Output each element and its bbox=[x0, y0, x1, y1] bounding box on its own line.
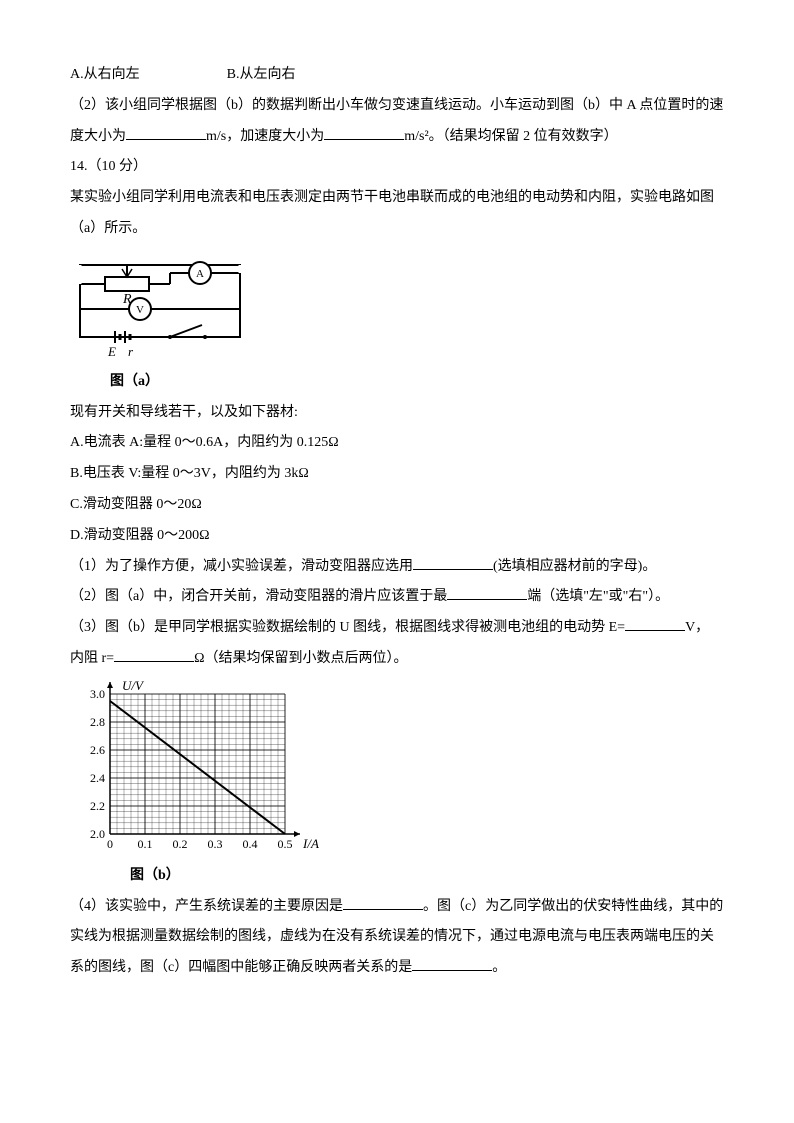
svg-text:2.2: 2.2 bbox=[90, 799, 105, 813]
equip-c: C.滑动变阻器 0～20Ω bbox=[70, 490, 724, 521]
svg-text:0: 0 bbox=[107, 837, 113, 851]
svg-text:r: r bbox=[128, 344, 134, 359]
svg-text:A: A bbox=[196, 268, 204, 280]
svg-text:0.2: 0.2 bbox=[173, 837, 188, 851]
svg-text:3.0: 3.0 bbox=[90, 687, 105, 701]
blank-correct bbox=[412, 956, 492, 971]
text: 内阻 r= bbox=[70, 651, 114, 666]
text: （4）该实验中，产生系统误差的主要原因是 bbox=[70, 899, 343, 914]
graph-label: 图（b） bbox=[130, 861, 724, 892]
svg-text:I/A: I/A bbox=[302, 836, 319, 851]
blank-rheostat bbox=[413, 555, 493, 570]
q14-line2: （a）所示。 bbox=[70, 214, 724, 245]
text: Ω（结果均保留到小数点后两位）。 bbox=[194, 651, 407, 666]
text: （1）为了操作方便，减小实验误差，滑动变阻器应选用 bbox=[70, 559, 413, 574]
sub-q3: （3）图（b）是甲同学根据实验数据绘制的 U 图线，根据图线求得被测电池组的电动… bbox=[70, 613, 724, 644]
sub-q1: （1）为了操作方便，减小实验误差，滑动变阻器应选用 (选填相应器材前的字母)。 bbox=[70, 552, 724, 583]
sub-q3b: 内阻 r= Ω（结果均保留到小数点后两位）。 bbox=[70, 644, 724, 675]
sub-q4a: （4）该实验中，产生系统误差的主要原因是 。图（c）为乙同学做出的伏安特性曲线，其… bbox=[70, 892, 724, 923]
text: 系的图线，图（c）四幅图中能够正确反映两者关系的是 bbox=[70, 960, 412, 975]
text: 度大小为 bbox=[70, 129, 126, 144]
svg-text:0.1: 0.1 bbox=[138, 837, 153, 851]
text: （2）图（a）中，闭合开关前，滑动变阻器的滑片应该置于最 bbox=[70, 589, 447, 604]
text: m/s，加速度大小为 bbox=[206, 129, 324, 144]
circuit-diagram: R A V E r bbox=[70, 253, 250, 363]
equip-d: D.滑动变阻器 0～200Ω bbox=[70, 521, 724, 552]
text: 。 bbox=[492, 960, 506, 975]
svg-text:0.3: 0.3 bbox=[208, 837, 223, 851]
svg-text:U/V: U/V bbox=[122, 679, 145, 693]
blank-accel bbox=[324, 125, 404, 140]
svg-text:2.8: 2.8 bbox=[90, 715, 105, 729]
blank-r bbox=[114, 647, 194, 662]
blank-reason bbox=[343, 895, 423, 910]
circuit-label: 图（a） bbox=[110, 367, 724, 398]
svg-text:2.4: 2.4 bbox=[90, 771, 105, 785]
q14-header: 14.（10 分） bbox=[70, 152, 724, 183]
q2-line: （2）该小组同学根据图（b）的数据判断出小车做匀变速直线运动。小车运动到图（b）… bbox=[70, 91, 724, 122]
sub-q4b: 实线为根据测量数据绘制的图线，虚线为在没有系统误差的情况下，通过电源电流与电压表… bbox=[70, 922, 724, 953]
svg-text:0.4: 0.4 bbox=[243, 837, 258, 851]
sub-q2: （2）图（a）中，闭合开关前，滑动变阻器的滑片应该置于最 端（选填"左"或"右"）… bbox=[70, 582, 724, 613]
text: V， bbox=[685, 620, 709, 635]
svg-text:E: E bbox=[107, 344, 116, 359]
svg-text:2.0: 2.0 bbox=[90, 827, 105, 841]
options-line: A.从右向左 B.从左向右 bbox=[70, 60, 724, 91]
q14-line1: 某实验小组同学利用电流表和电压表测定由两节干电池串联而成的电池组的电动势和内阻，… bbox=[70, 183, 724, 214]
svg-text:0.5: 0.5 bbox=[278, 837, 293, 851]
equip-a: A.电流表 A:量程 0～0.6A，内阻约为 0.125Ω bbox=[70, 428, 724, 459]
svg-text:V: V bbox=[136, 304, 144, 316]
text: （3）图（b）是甲同学根据实验数据绘制的 U 图线，根据图线求得被测电池组的电动… bbox=[70, 620, 625, 635]
q2-line2: 度大小为 m/s，加速度大小为 m/s²。（结果均保留 2 位有效数字） bbox=[70, 122, 724, 153]
blank-emf bbox=[625, 616, 685, 631]
text: m/s²。（结果均保留 2 位有效数字） bbox=[404, 129, 617, 144]
blank-side bbox=[447, 585, 527, 600]
text: (选填相应器材前的字母)。 bbox=[493, 559, 656, 574]
equip-intro: 现有开关和导线若干，以及如下器材: bbox=[70, 398, 724, 429]
option-b: B.从左向右 bbox=[227, 67, 296, 82]
sub-q4c: 系的图线，图（c）四幅图中能够正确反映两者关系的是 。 bbox=[70, 953, 724, 984]
option-a: A.从右向左 bbox=[70, 67, 140, 82]
text: 端（选填"左"或"右"）。 bbox=[527, 589, 669, 604]
uv-graph: 2.0 2.2 2.4 2.6 2.8 3.0 0 0.1 0.2 0.3 0.4 0.5 U/V I/A bbox=[70, 679, 320, 859]
blank-velocity bbox=[126, 125, 206, 140]
svg-text:2.6: 2.6 bbox=[90, 743, 105, 757]
equip-b: B.电压表 V:量程 0～3V，内阻约为 3kΩ bbox=[70, 459, 724, 490]
text: 。图（c）为乙同学做出的伏安特性曲线，其中的 bbox=[423, 899, 723, 914]
